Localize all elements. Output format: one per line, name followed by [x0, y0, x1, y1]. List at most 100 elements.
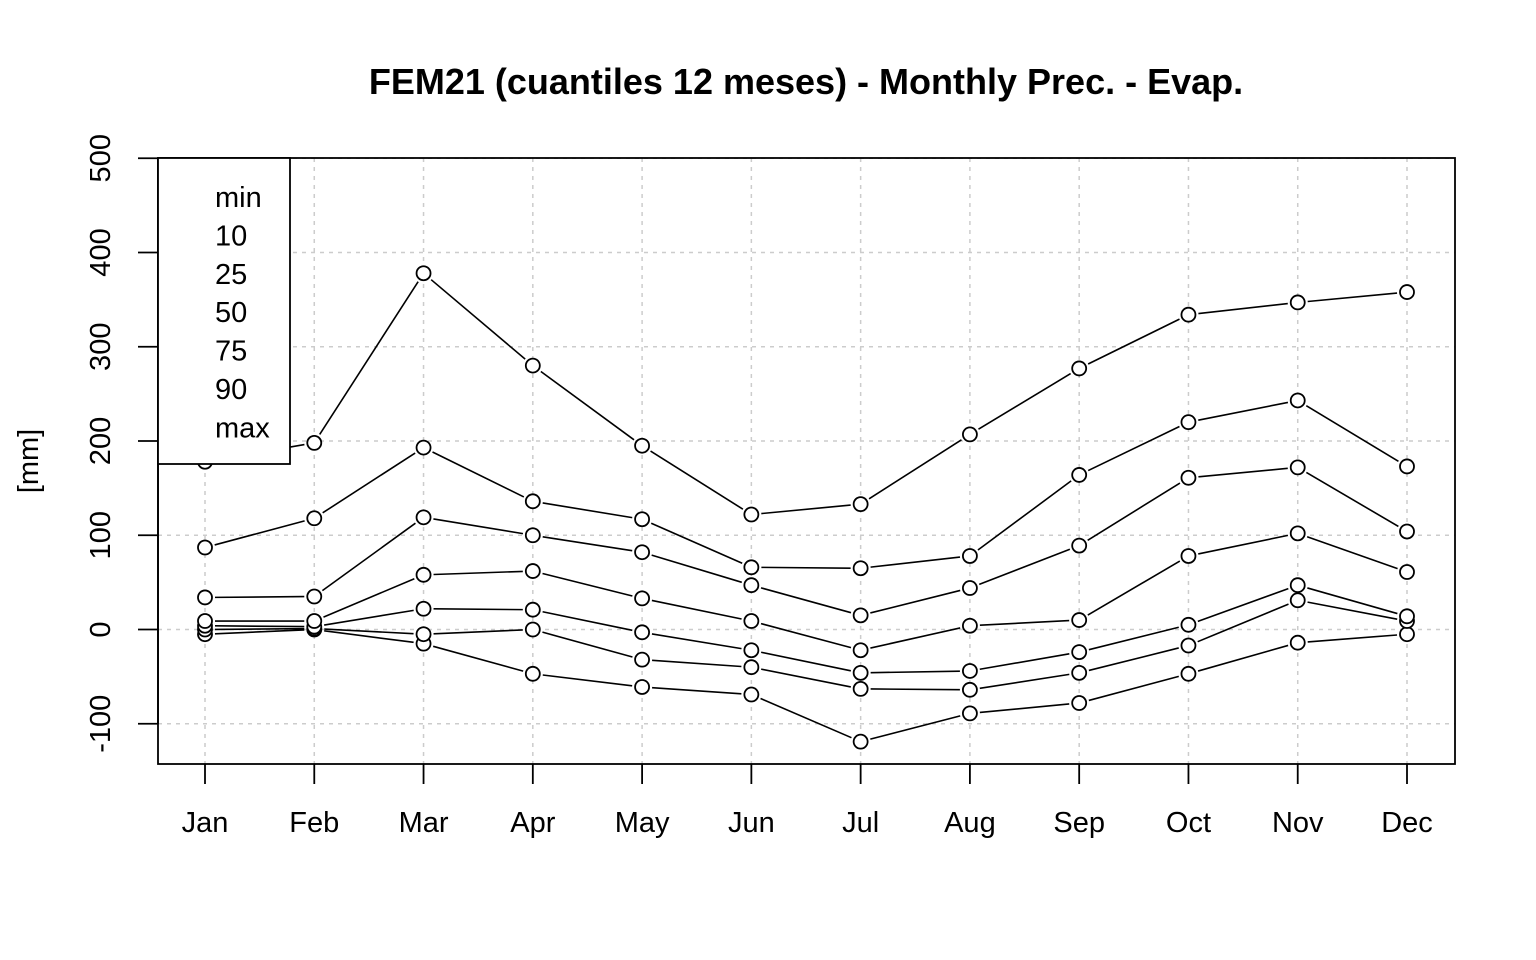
series-segment: [651, 633, 742, 650]
series-segment: [1198, 467, 1288, 478]
x-tick-label: Apr: [510, 807, 555, 839]
data-point: [1289, 634, 1306, 651]
data-point: [1399, 284, 1415, 300]
data-point: [1399, 458, 1415, 475]
data-point: [1180, 306, 1197, 323]
data-point: [852, 733, 869, 750]
data-point: [524, 563, 541, 579]
x-tick-label: Feb: [289, 807, 339, 839]
series-segment: [433, 629, 523, 635]
data-point: [743, 642, 760, 659]
series-segment: [433, 608, 523, 611]
data-point: [415, 439, 432, 456]
data-point: [1180, 637, 1197, 654]
series-lines: [197, 265, 1415, 750]
series-segment: [1087, 482, 1181, 542]
data-point: [197, 613, 213, 629]
x-tick-label: Dec: [1381, 807, 1433, 839]
series-segment: [430, 279, 526, 360]
data-point: [1289, 294, 1306, 311]
data-point: [1071, 644, 1088, 661]
series-segment: [651, 599, 742, 620]
series-segment: [1088, 626, 1179, 651]
series-segment: [761, 668, 851, 688]
x-tick-label: May: [615, 807, 670, 839]
data-point: [1071, 695, 1088, 711]
series-segment: [651, 554, 743, 584]
data-point: [1289, 459, 1306, 476]
data-point: [1289, 392, 1306, 409]
series-segment: [433, 518, 524, 535]
data-point: [634, 651, 650, 668]
plot-frame: [157, 157, 1456, 765]
x-tick-label: Sep: [1053, 807, 1105, 839]
data-point: [524, 621, 541, 638]
legend: min 10 25 50 75 90 max: [157, 157, 291, 465]
series-segment: [323, 577, 415, 618]
data-point: [962, 548, 978, 564]
series-segment: [214, 625, 305, 628]
data-point: [197, 539, 213, 556]
y-axis-label: [mm]: [13, 429, 45, 493]
data-point: [852, 642, 869, 659]
data-point: [743, 659, 760, 676]
chart-title: FEM21 (cuantiles 12 meses) - Monthly Pre…: [369, 61, 1243, 102]
series-segment: [1197, 603, 1289, 643]
series-segment: [979, 653, 1070, 671]
legend-label: min: [215, 182, 262, 214]
data-point: [1071, 537, 1088, 554]
series-segment: [324, 629, 414, 644]
series-segment: [1197, 644, 1289, 672]
data-point: [743, 577, 760, 594]
series-50: [197, 525, 1415, 659]
series-segment: [978, 548, 1071, 586]
series-segment: [650, 522, 743, 565]
data-point: [634, 590, 650, 607]
series-segment: [1305, 471, 1399, 528]
data-point: [1180, 414, 1197, 431]
series-segment: [432, 451, 525, 498]
data-point: [852, 496, 869, 513]
y-tick-label: 300: [85, 323, 117, 371]
series-segment: [761, 504, 851, 515]
series-segment: [1198, 302, 1288, 315]
series-segment: [214, 629, 305, 635]
series-segment: [542, 631, 633, 658]
series-segment: [760, 622, 852, 649]
series-segment: [1305, 404, 1399, 462]
series-segment: [324, 628, 414, 635]
series-segment: [321, 522, 416, 592]
series-segment: [1087, 560, 1181, 616]
data-point: [1399, 523, 1415, 540]
series-segment: [1198, 534, 1289, 555]
series-segment: [1307, 634, 1398, 643]
series-90: [197, 392, 1415, 577]
data-point: [743, 559, 760, 576]
data-point: [1180, 548, 1197, 564]
series-max: [197, 265, 1415, 523]
data-point: [306, 434, 323, 451]
legend-label: 90: [215, 374, 247, 406]
series-segment: [979, 703, 1070, 714]
series-segment: [542, 674, 633, 687]
data-point: [852, 560, 869, 577]
data-point: [1180, 469, 1197, 486]
series-segment: [322, 452, 416, 514]
data-point: [852, 607, 869, 624]
data-point: [634, 624, 650, 641]
data-point: [1071, 467, 1088, 483]
series-segment: [870, 589, 961, 614]
data-point: [852, 664, 869, 681]
data-point: [962, 705, 978, 722]
data-point: [634, 437, 650, 454]
data-point: [415, 600, 432, 617]
series-segment: [1088, 675, 1180, 702]
y-tick-label: 400: [85, 228, 117, 276]
series-segment: [1307, 587, 1398, 615]
data-point: [743, 613, 760, 629]
series-segment: [214, 627, 305, 631]
data-point: [1399, 626, 1415, 643]
data-point: [524, 665, 541, 682]
series-75: [197, 459, 1415, 624]
x-tick-label: Jul: [842, 807, 879, 839]
